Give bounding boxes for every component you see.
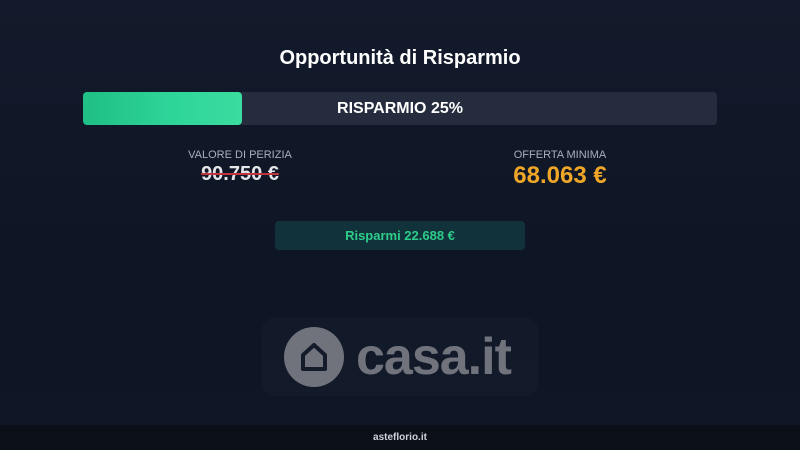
perizia-block: VALORE DI PERIZIA 90.750 €: [120, 149, 360, 186]
progress-fill: [83, 92, 242, 125]
savings-progress-bar: RISPARMIO 25%: [83, 92, 717, 125]
offerta-label: OFFERTA MINIMA: [513, 149, 607, 161]
savings-badge: Risparmi 22.688 €: [275, 221, 525, 250]
house-icon: [284, 327, 344, 387]
offerta-value: 68.063 €: [513, 162, 607, 189]
footer-site: asteflorio.it: [0, 425, 800, 450]
progress-label: RISPARMIO 25%: [337, 100, 463, 117]
perizia-label: VALORE DI PERIZIA: [188, 149, 292, 161]
page-title: Opportunità di Risparmio: [279, 47, 521, 69]
perizia-value: 90.750 €: [201, 163, 279, 185]
casa-it-logo: casa.it: [262, 318, 538, 396]
logo-text: casa.it: [356, 328, 512, 386]
offerta-block: OFFERTA MINIMA 68.063 €: [440, 149, 680, 190]
